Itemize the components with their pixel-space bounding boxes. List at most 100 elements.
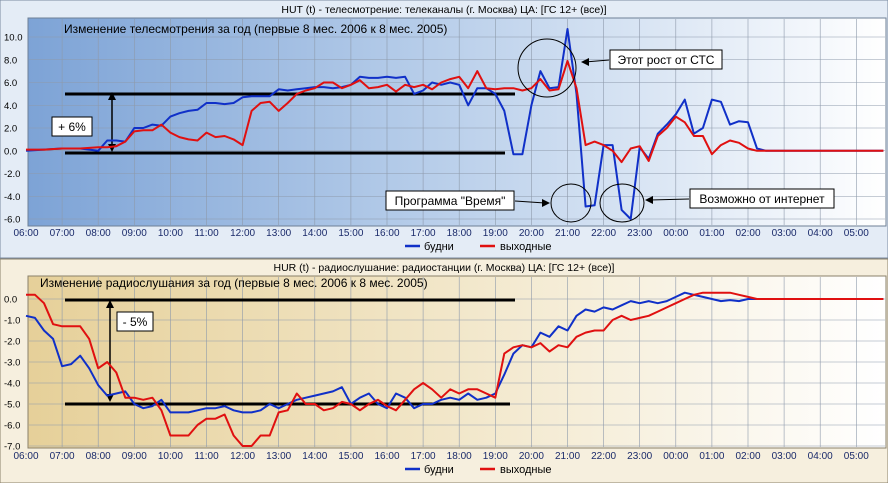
tv-legend-label-weekend: выходные [500,241,552,253]
tv-x-tick-label: 04:00 [808,228,833,239]
tv-x-tick-label: 19:00 [483,228,508,239]
tv-internet-arrow-head [645,196,653,204]
tv-x-tick-label: 09:00 [122,228,147,239]
tv-change-label-box [51,116,93,137]
tv-x-tick-label: 22:00 [591,228,616,239]
tv-x-tick-label: 23:00 [627,228,652,239]
tv-subtitle: Изменение телесмотрения за год (первые 8… [64,22,447,36]
radio-change-label-box [116,311,154,332]
radio-y-tick-label: -2.0 [4,337,20,348]
radio-series-line-weekend [26,291,884,447]
radio-x-tick-label: 23:00 [627,451,652,462]
radio-y-tick-label: 0.0 [4,295,17,306]
tv-x-tick-label: 21:00 [555,228,580,239]
tv-internet-callout: Возможно от интернет [699,192,825,206]
radio-x-tick-label: 13:00 [266,451,291,462]
tv-x-tick-label: 17:00 [411,228,436,239]
tv-x-tick-label: 06:00 [13,228,38,239]
radio-subtitle: Изменение радиослушания за год (первые 8… [40,276,428,290]
tv-x-tick-label: 20:00 [519,228,544,239]
radio-change-arrow-head-top [106,300,114,308]
radio-series-line-weekday [25,291,884,414]
tv-y-tick-label: 8.0 [4,55,17,66]
tv-legend: будни выходные [405,241,552,253]
tv-vremya-arrow-head [542,199,550,207]
radio-x-tick-label: 20:00 [519,451,544,462]
tv-internet-circle [599,183,645,223]
radio-x-tick-label: 00:00 [663,451,688,462]
tv-internet-arrow [649,198,690,201]
tv-internet-callout-box [689,188,835,209]
tv-x-tick-label: 05:00 [844,228,869,239]
radio-y-tick-label: -7.0 [4,442,20,453]
radio-change-label: - 5% [123,315,148,329]
tv-x-tick-label: 03:00 [772,228,797,239]
radio-y-tick-label: -1.0 [4,316,20,327]
tv-x-tick-label: 08:00 [86,228,111,239]
tv-x-tick-label: 14:00 [302,228,327,239]
tv-x-tick-label: 01:00 [699,228,724,239]
tv-legend-label-weekday: будни [424,241,454,253]
tv-x-tick-label: 16:00 [374,228,399,239]
radio-x-tick-label: 12:00 [230,451,255,462]
tv-y-tick-label: 2.0 [4,124,17,135]
tv-vremya-callout-box [385,190,515,211]
tv-x-tick-label: 12:00 [230,228,255,239]
radio-x-tick-label: 11:00 [194,451,219,462]
radio-y-tick-label: -5.0 [4,400,20,411]
radio-x-tick-label: 17:00 [411,451,436,462]
radio-x-tick-label: 19:00 [483,451,508,462]
radio-x-tick-label: 02:00 [735,451,760,462]
tv-vremya-callout: Программа "Время" [395,194,506,208]
radio-x-tick-label: 05:00 [844,451,869,462]
radio-x-tick-label: 01:00 [699,451,724,462]
radio-x-tick-label: 08:00 [86,451,111,462]
radio-chart-title: HUR (t) - радиослушание: радиостанции (г… [274,262,615,274]
tv-x-tick-label: 13:00 [266,228,291,239]
tv-x-tick-label: 07:00 [50,228,75,239]
tv-sts-circle [517,38,577,98]
tv-change-label: + 6% [58,120,86,134]
tv-x-tick-label: 10:00 [158,228,183,239]
radio-x-tick-label: 03:00 [772,451,797,462]
radio-x-tick-label: 21:00 [555,451,580,462]
tv-series-line-weekend [26,59,884,164]
radio-legend: будни выходные [405,464,552,476]
radio-x-tick-label: 04:00 [808,451,833,462]
radio-x-tick-label: 22:00 [591,451,616,462]
radio-x-tick-label: 14:00 [302,451,327,462]
tv-y-tick-label: 4.0 [4,101,17,112]
tv-sts-arrow-head [581,58,589,66]
radio-y-tick-label: -6.0 [4,421,20,432]
tv-y-tick-label: 0.0 [4,146,17,157]
radio-x-tick-label: 16:00 [374,451,399,462]
tv-x-tick-label: 00:00 [663,228,688,239]
radio-x-tick-label: 10:00 [158,451,183,462]
radio-x-tick-label: 18:00 [447,451,472,462]
tv-y-tick-label: -6.0 [4,215,20,226]
tv-y-tick-label: 10.0 [4,33,23,44]
radio-y-tick-label: -4.0 [4,379,20,390]
tv-vremya-circle [550,183,592,223]
radio-y-tick-label: -3.0 [4,358,20,369]
radio-x-tick-label: 06:00 [13,451,38,462]
radio-legend-label-weekday: будни [424,464,454,476]
tv-y-tick-label: 6.0 [4,78,17,89]
tv-change-arrow-head-top [108,92,116,100]
tv-x-tick-label: 15:00 [338,228,363,239]
tv-sts-callout: Этот рост от СТС [618,53,715,67]
tv-series-line-weekday [25,28,884,220]
tv-y-tick-label: -4.0 [4,192,20,203]
tv-x-tick-label: 11:00 [194,228,219,239]
radio-x-tick-label: 15:00 [338,451,363,462]
radio-x-tick-label: 07:00 [50,451,75,462]
tv-x-tick-label: 18:00 [447,228,472,239]
tv-x-tick-label: 02:00 [735,228,760,239]
tv-y-tick-label: -2.0 [4,169,20,180]
tv-chart-title: HUT (t) - телесмотрение: телеканалы (г. … [281,4,606,16]
radio-legend-label-weekend: выходные [500,464,552,476]
radio-x-tick-label: 09:00 [122,451,147,462]
tv-vremya-arrow [514,200,546,204]
